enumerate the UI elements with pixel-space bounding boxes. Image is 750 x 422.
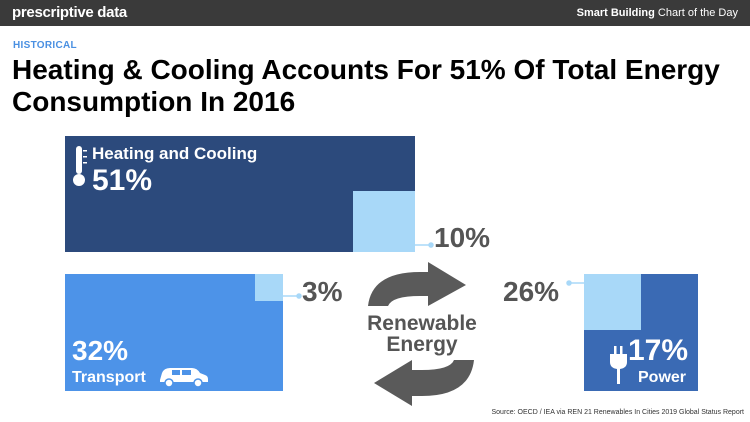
car-icon [160,368,208,388]
callout-lines [283,242,584,299]
transport-renewable-value: 3% [302,276,343,307]
renewable-energy-line1: Renewable [367,312,477,335]
power-renewable-value: 26% [503,276,560,307]
heating-renewable-value: 10% [434,222,491,253]
thermometer-icon [73,146,87,186]
transport-share: 32% [72,335,129,366]
transport-renewable-block [255,274,283,301]
brand-logo: prescriptive data [12,4,127,21]
recycle-arrows-icon [368,262,474,406]
transport-label: Transport [72,369,146,386]
tagline-bold: Smart Building [576,7,655,19]
renewable-energy-label: Renewable Energy [352,313,492,355]
heating-label: Heating and Cooling [92,144,258,163]
top-bar: prescriptive data Smart Building Chart o… [0,0,750,26]
heating-renewable-block [353,191,415,252]
plug-icon [610,346,627,384]
tagline-rest: Chart of the Day [654,7,738,19]
power-renewable-block [584,274,641,330]
power-callout-dot [566,280,572,286]
category-label: HISTORICAL [13,40,77,51]
power-share: 17% [628,334,689,367]
heating-callout-dot [428,242,434,248]
source-note: Source: OECD / IEA via REN 21 Renewables… [491,409,744,416]
transport-callout-dot [296,293,302,299]
power-label: Power [638,369,687,386]
chart-title: Heating & Cooling Accounts For 51% Of To… [12,54,720,117]
renewable-energy-line2: Energy [386,333,458,356]
heating-share: 51% [92,164,153,197]
tagline: Smart Building Chart of the Day [577,7,738,19]
